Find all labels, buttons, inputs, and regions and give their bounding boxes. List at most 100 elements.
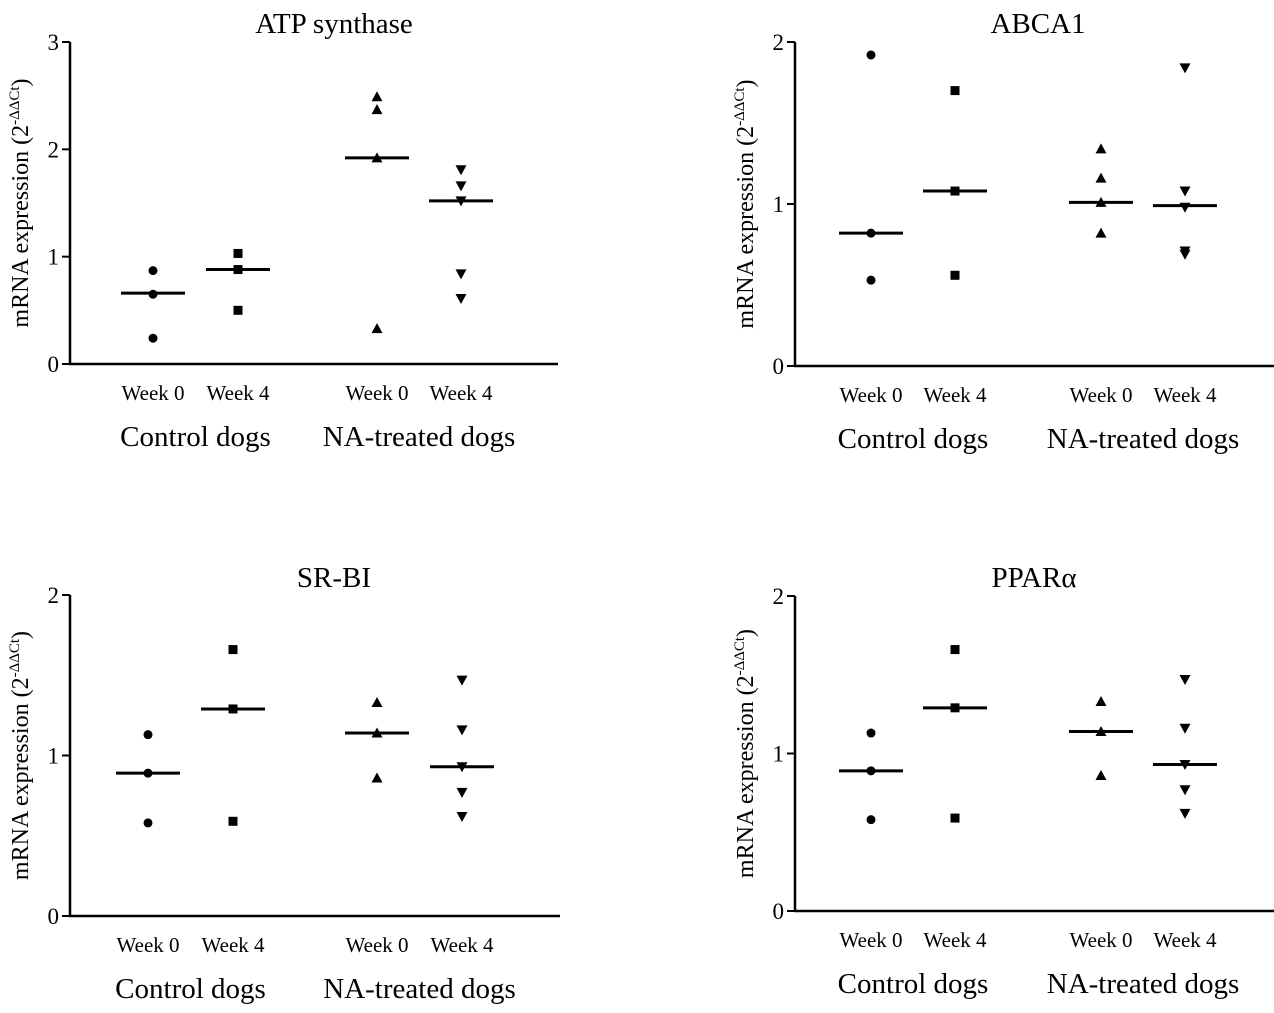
data-point-circle xyxy=(866,50,876,60)
y-tick-label: 0 xyxy=(48,352,60,377)
data-point-square xyxy=(228,645,238,655)
y-axis-label-close: ) xyxy=(733,79,759,87)
x-tick-label: Week 0 xyxy=(345,381,408,405)
data-point-triangle-down xyxy=(1179,249,1191,260)
x-tick-label: Week 0 xyxy=(1069,383,1132,407)
y-axis-label: mRNA expression (2-ΔΔCt) xyxy=(7,631,34,880)
data-point-triangle-down xyxy=(455,165,467,176)
x-tick-label: Week 0 xyxy=(1069,928,1132,952)
data-point-circle xyxy=(866,228,876,238)
chart-title: ABCA1 xyxy=(990,8,1085,40)
data-point-triangle-up xyxy=(371,104,383,115)
y-axis-label-exponent: -ΔΔCt xyxy=(732,87,748,126)
y-axis-label: mRNA expression (2-ΔΔCt) xyxy=(7,78,34,327)
y-axis-label-close: ) xyxy=(8,631,34,639)
data-point-triangle-down xyxy=(456,725,468,736)
group-label-na-treated: NA-treated dogs xyxy=(323,973,515,1005)
data-point-triangle-down xyxy=(1179,785,1191,796)
data-point-triangle-up xyxy=(1095,725,1107,736)
x-tick-label: Week 0 xyxy=(121,381,184,405)
x-tick-label: Week 4 xyxy=(429,381,493,405)
y-axis-label-close: ) xyxy=(8,78,34,86)
data-point-triangle-up xyxy=(371,152,383,163)
y-tick-label: 0 xyxy=(48,904,60,929)
data-point-square xyxy=(233,265,243,275)
y-tick-label: 2 xyxy=(773,30,785,55)
x-tick-label: Week 0 xyxy=(116,933,179,957)
data-point-square xyxy=(950,813,960,823)
data-point-triangle-up xyxy=(371,727,383,738)
group-label-control: Control dogs xyxy=(115,973,266,1005)
data-point-triangle-up xyxy=(1095,143,1107,154)
data-point-circle xyxy=(866,766,876,776)
y-axis-label-exponent: -ΔΔCt xyxy=(7,86,23,125)
chart-panel-1: ATP synthase 0 1 2 3 mRNA expression (2-ΔΔCt)… xyxy=(7,8,558,453)
data-point-triangle-up xyxy=(371,91,383,102)
y-axis-label: mRNA expression (2-ΔΔCt) xyxy=(732,629,759,878)
data-point-triangle-up xyxy=(371,772,383,783)
data-point-triangle-up xyxy=(371,323,383,334)
y-tick-label: 1 xyxy=(48,744,60,769)
data-point-triangle-down xyxy=(456,675,468,686)
data-point-triangle-up xyxy=(1095,696,1107,707)
data-point-triangle-down xyxy=(455,269,467,280)
data-point-triangle-down xyxy=(1179,808,1191,819)
data-point-triangle-down xyxy=(1179,674,1191,685)
data-point-square xyxy=(228,816,238,826)
group-label-na-treated: NA-treated dogs xyxy=(1047,968,1239,1000)
group-label-na-treated: NA-treated dogs xyxy=(1047,423,1239,455)
x-tick-label: Week 0 xyxy=(839,383,902,407)
data-point-circle xyxy=(148,266,158,276)
x-tick-label: Week 4 xyxy=(923,383,987,407)
x-tick-label: Week 0 xyxy=(345,933,408,957)
data-point-square xyxy=(950,86,960,96)
x-tick-label: Week 4 xyxy=(206,381,270,405)
data-point-circle xyxy=(866,275,876,285)
data-point-circle xyxy=(143,818,153,828)
y-axis-label-main: mRNA expression xyxy=(733,146,759,329)
data-point-triangle-down xyxy=(455,196,467,207)
data-point-circle xyxy=(143,768,153,778)
data-point-triangle-up xyxy=(371,697,383,708)
y-axis-label-exponent: -ΔΔCt xyxy=(7,638,23,677)
data-point-circle xyxy=(866,815,876,825)
y-axis-label-open: (2 xyxy=(733,675,759,695)
data-point-triangle-down xyxy=(1179,63,1191,74)
y-tick-label: 2 xyxy=(48,583,60,608)
y-axis-label-main: mRNA expression xyxy=(8,145,34,328)
y-tick-label: 0 xyxy=(773,899,785,924)
y-axis-label-exponent: -ΔΔCt xyxy=(732,636,748,675)
x-tick-label: Week 4 xyxy=(201,933,265,957)
data-point-square xyxy=(950,186,960,196)
data-point-triangle-down xyxy=(455,294,467,305)
data-point-triangle-up xyxy=(1095,227,1107,238)
data-point-triangle-down xyxy=(1179,202,1191,213)
group-label-control: Control dogs xyxy=(120,421,271,453)
x-tick-label: Week 4 xyxy=(430,933,494,957)
x-tick-label: Week 4 xyxy=(1153,383,1217,407)
chart-title: SR-BI xyxy=(297,562,371,594)
chart-panel-4: PPARα 0 1 2 mRNA expression (2-ΔΔCt) Week 0 We… xyxy=(732,562,1274,1000)
data-point-square xyxy=(228,704,238,714)
chart-title: PPARα xyxy=(991,562,1076,594)
chart-panel-3: SR-BI 0 1 2 mRNA expression (2-ΔΔCt) Week 0 We… xyxy=(7,562,560,1005)
y-tick-label: 1 xyxy=(773,742,785,767)
data-point-triangle-down xyxy=(455,181,467,192)
y-tick-label: 0 xyxy=(773,354,785,379)
data-point-triangle-up xyxy=(1095,196,1107,207)
data-point-circle xyxy=(148,333,158,343)
y-axis-label-open: (2 xyxy=(733,126,759,146)
data-point-square xyxy=(950,703,960,713)
data-point-triangle-up xyxy=(1095,770,1107,781)
chart-panel-2: ABCA1 0 1 2 mRNA expression (2-ΔΔCt) Week 0 We… xyxy=(732,8,1274,455)
x-tick-label: Week 4 xyxy=(923,928,987,952)
y-axis-label-main: mRNA expression xyxy=(733,695,759,878)
data-point-square xyxy=(950,270,960,280)
data-point-triangle-down xyxy=(1179,186,1191,197)
data-point-square xyxy=(950,645,960,655)
data-point-circle xyxy=(148,289,158,299)
group-label-control: Control dogs xyxy=(838,968,989,1000)
y-tick-label: 1 xyxy=(773,192,785,217)
